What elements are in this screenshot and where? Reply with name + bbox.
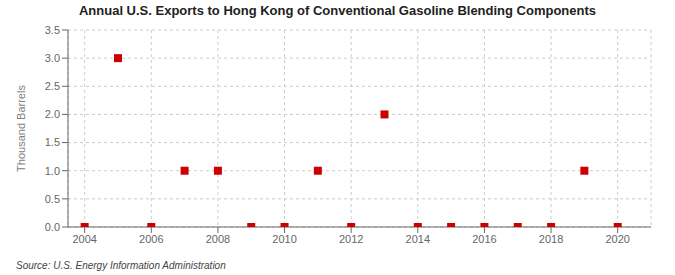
svg-text:2018: 2018 (539, 233, 563, 245)
svg-text:2.5: 2.5 (45, 80, 60, 92)
svg-text:1.0: 1.0 (45, 165, 60, 177)
svg-text:2014: 2014 (406, 233, 430, 245)
svg-text:2008: 2008 (206, 233, 230, 245)
svg-text:2.0: 2.0 (45, 108, 60, 120)
svg-text:3.0: 3.0 (45, 52, 60, 64)
svg-text:3.5: 3.5 (45, 24, 60, 36)
svg-text:Thousand Barrels: Thousand Barrels (15, 85, 27, 172)
html-text:Annual U.S. Exports to Hong Ko: Annual U.S. Exports to Hong Kong of Conv… (78, 3, 596, 18)
svg-text:0.5: 0.5 (45, 193, 60, 205)
svg-text:2004: 2004 (72, 233, 96, 245)
svg-text:2020: 2020 (605, 233, 629, 245)
svg-text:2010: 2010 (272, 233, 296, 245)
svg-text:2006: 2006 (139, 233, 163, 245)
svg-text:2012: 2012 (339, 233, 363, 245)
svg-text:1.5: 1.5 (45, 136, 60, 148)
svg-text:0.0: 0.0 (45, 221, 60, 233)
svg-text:2016: 2016 (472, 233, 496, 245)
html-text:Source: U.S. Energy Informatio: Source: U.S. Energy Information Administ… (16, 260, 226, 271)
